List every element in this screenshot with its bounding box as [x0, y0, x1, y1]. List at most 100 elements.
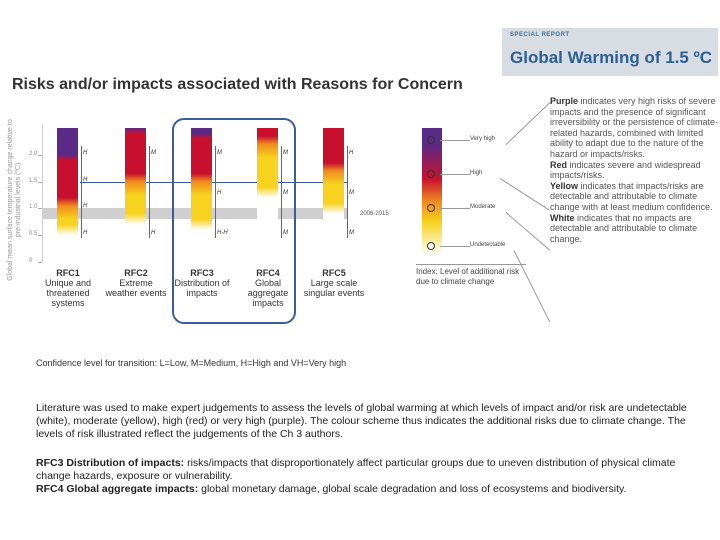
warming-reference-line — [80, 182, 348, 183]
y-tick-label: 0 — [29, 258, 33, 264]
category-name: Extreme weather events — [105, 278, 167, 298]
confidence-label: M — [283, 150, 288, 156]
y-tick-mark — [38, 235, 42, 237]
category-label-rfc2: RFC2 Extreme weather events — [105, 268, 167, 298]
index-level-line — [440, 140, 470, 141]
confidence-label: M — [217, 150, 222, 156]
confidence-connector — [81, 146, 82, 238]
confidence-connector — [281, 146, 282, 238]
rfc-definition: RFC3 Distribution of impacts: risks/impa… — [36, 457, 706, 483]
confidence-label: H — [83, 203, 88, 210]
index-colour-bar — [422, 128, 442, 262]
explanation-leader-line — [505, 212, 551, 251]
y-tick-mark — [38, 181, 42, 183]
confidence-label: M — [151, 150, 156, 156]
page-title: Risks and/or impacts associated with Rea… — [12, 76, 463, 93]
category-label-rfc4: RFC4 Global aggregate impacts — [237, 268, 299, 308]
confidence-label: M — [283, 230, 288, 236]
category-name: Global aggregate impacts — [247, 278, 289, 308]
index-level-dot — [427, 170, 435, 178]
confidence-label: H — [83, 150, 88, 156]
colour-explanation-item: Purple indicates very high risks of seve… — [550, 96, 720, 160]
index-caption: Index: Level of additional risk due to c… — [416, 267, 520, 286]
y-tick-mark — [38, 208, 42, 210]
index-level-dot — [427, 204, 435, 212]
category-code: RFC4 — [256, 268, 280, 278]
index-axis-line — [416, 264, 526, 265]
category-code: RFC5 — [322, 268, 346, 278]
rfc-definition: RFC4 Global aggregate impacts: global mo… — [36, 483, 706, 496]
confidence-label: M — [283, 190, 288, 196]
methodology-paragraph: Literature was used to make expert judge… — [36, 402, 687, 440]
category-code: RFC1 — [56, 268, 80, 278]
category-code: RFC3 — [190, 268, 214, 278]
banner-title: Global Warming of 1.5 ºC — [510, 48, 713, 67]
rfc-bar-rfc4 — [257, 128, 278, 262]
index-level-dot — [427, 242, 435, 250]
rfc-definition-text: risks/impacts that disproportionately af… — [36, 457, 676, 482]
confidence-label: H-H — [217, 230, 228, 236]
report-banner: SPECIAL REPORT Global Warming of 1.5 ºC — [502, 28, 718, 76]
colour-name: White — [550, 212, 575, 223]
confidence-label: H — [151, 230, 156, 236]
rfc-definitions: RFC3 Distribution of impacts: risks/impa… — [36, 457, 706, 496]
category-label-rfc1: RFC1 Unique and threatened systems — [37, 268, 99, 308]
confidence-connector — [347, 146, 348, 238]
y-tick-label: 1.0 — [29, 204, 38, 211]
confidence-connector — [149, 146, 150, 238]
index-level-line — [440, 174, 470, 175]
colour-name: Yellow — [550, 180, 579, 191]
confidence-label: H — [83, 230, 88, 236]
category-label-rfc3: RFC3 Distribution of impacts — [171, 268, 233, 298]
rfc-definition-text: global monetary damage, global scale deg… — [198, 483, 627, 495]
confidence-legend: Confidence level for transition: L=Low, … — [36, 358, 347, 368]
confidence-label: H — [217, 190, 222, 196]
colour-description: indicates severe and widespread impacts/… — [550, 159, 701, 181]
colour-description: indicates that impacts/risks are detecta… — [550, 180, 713, 212]
index-level-line — [440, 208, 470, 209]
confidence-label: M — [349, 230, 354, 236]
confidence-label: M — [349, 190, 354, 196]
index-level-line — [440, 246, 470, 247]
colour-explanation-item: Red indicates severe and widespread impa… — [550, 160, 720, 181]
rfc-bar-rfc1 — [57, 128, 78, 262]
category-name: Large scale singular events — [303, 278, 365, 298]
colour-explanation: Purple indicates very high risks of seve… — [550, 96, 720, 244]
y-axis-label: Global mean surface temperature change r… — [7, 119, 22, 281]
reference-band-label: 2006-2015 — [360, 211, 389, 217]
y-tick-mark — [38, 262, 42, 263]
category-name: Distribution of impacts — [174, 278, 230, 298]
index-level-label: Undetectable — [470, 242, 506, 248]
rfc3-rfc4-highlight-box — [172, 118, 296, 324]
y-axis-line — [42, 124, 43, 262]
explanation-leader-line — [505, 102, 551, 145]
rfc-bar-rfc2 — [125, 128, 146, 262]
category-code: RFC2 — [124, 268, 148, 278]
rfc-bar-rfc3 — [191, 128, 212, 262]
index-level-label: Very high — [470, 136, 496, 142]
colour-description: indicates that no impacts are detectable… — [550, 212, 698, 244]
rfc-bar-rfc5 — [323, 128, 344, 262]
explanation-leader-line — [513, 250, 551, 323]
colour-explanation-item: Yellow indicates that impacts/risks are … — [550, 181, 720, 213]
confidence-label: H — [83, 176, 88, 183]
rfc-definition-term: RFC4 Global aggregate impacts: — [36, 483, 199, 495]
index-level-label: High — [470, 170, 483, 176]
category-label-rfc5: RFC5 Large scale singular events — [303, 268, 365, 298]
explanation-leader-line — [499, 178, 551, 211]
colour-name: Purple — [550, 96, 579, 106]
rfc-definition-term: RFC3 Distribution of impacts: — [36, 457, 185, 469]
y-tick-label: 1.5 — [29, 177, 38, 184]
y-tick-label: 0.5 — [29, 231, 38, 238]
colour-explanation-item: White indicates that no impacts are dete… — [550, 213, 720, 245]
category-name: Unique and threatened systems — [44, 278, 92, 308]
index-level-label: Moderate — [470, 204, 496, 210]
colour-name: Red — [550, 159, 568, 170]
y-tick-label: 2.0 — [29, 150, 38, 157]
index-level-dot — [427, 136, 435, 144]
colour-description: indicates very high risks of severe impa… — [550, 96, 719, 159]
confidence-connector — [215, 146, 216, 238]
banner-kicker: SPECIAL REPORT — [510, 32, 570, 38]
confidence-label: H — [349, 150, 354, 156]
y-tick-mark — [38, 154, 42, 156]
